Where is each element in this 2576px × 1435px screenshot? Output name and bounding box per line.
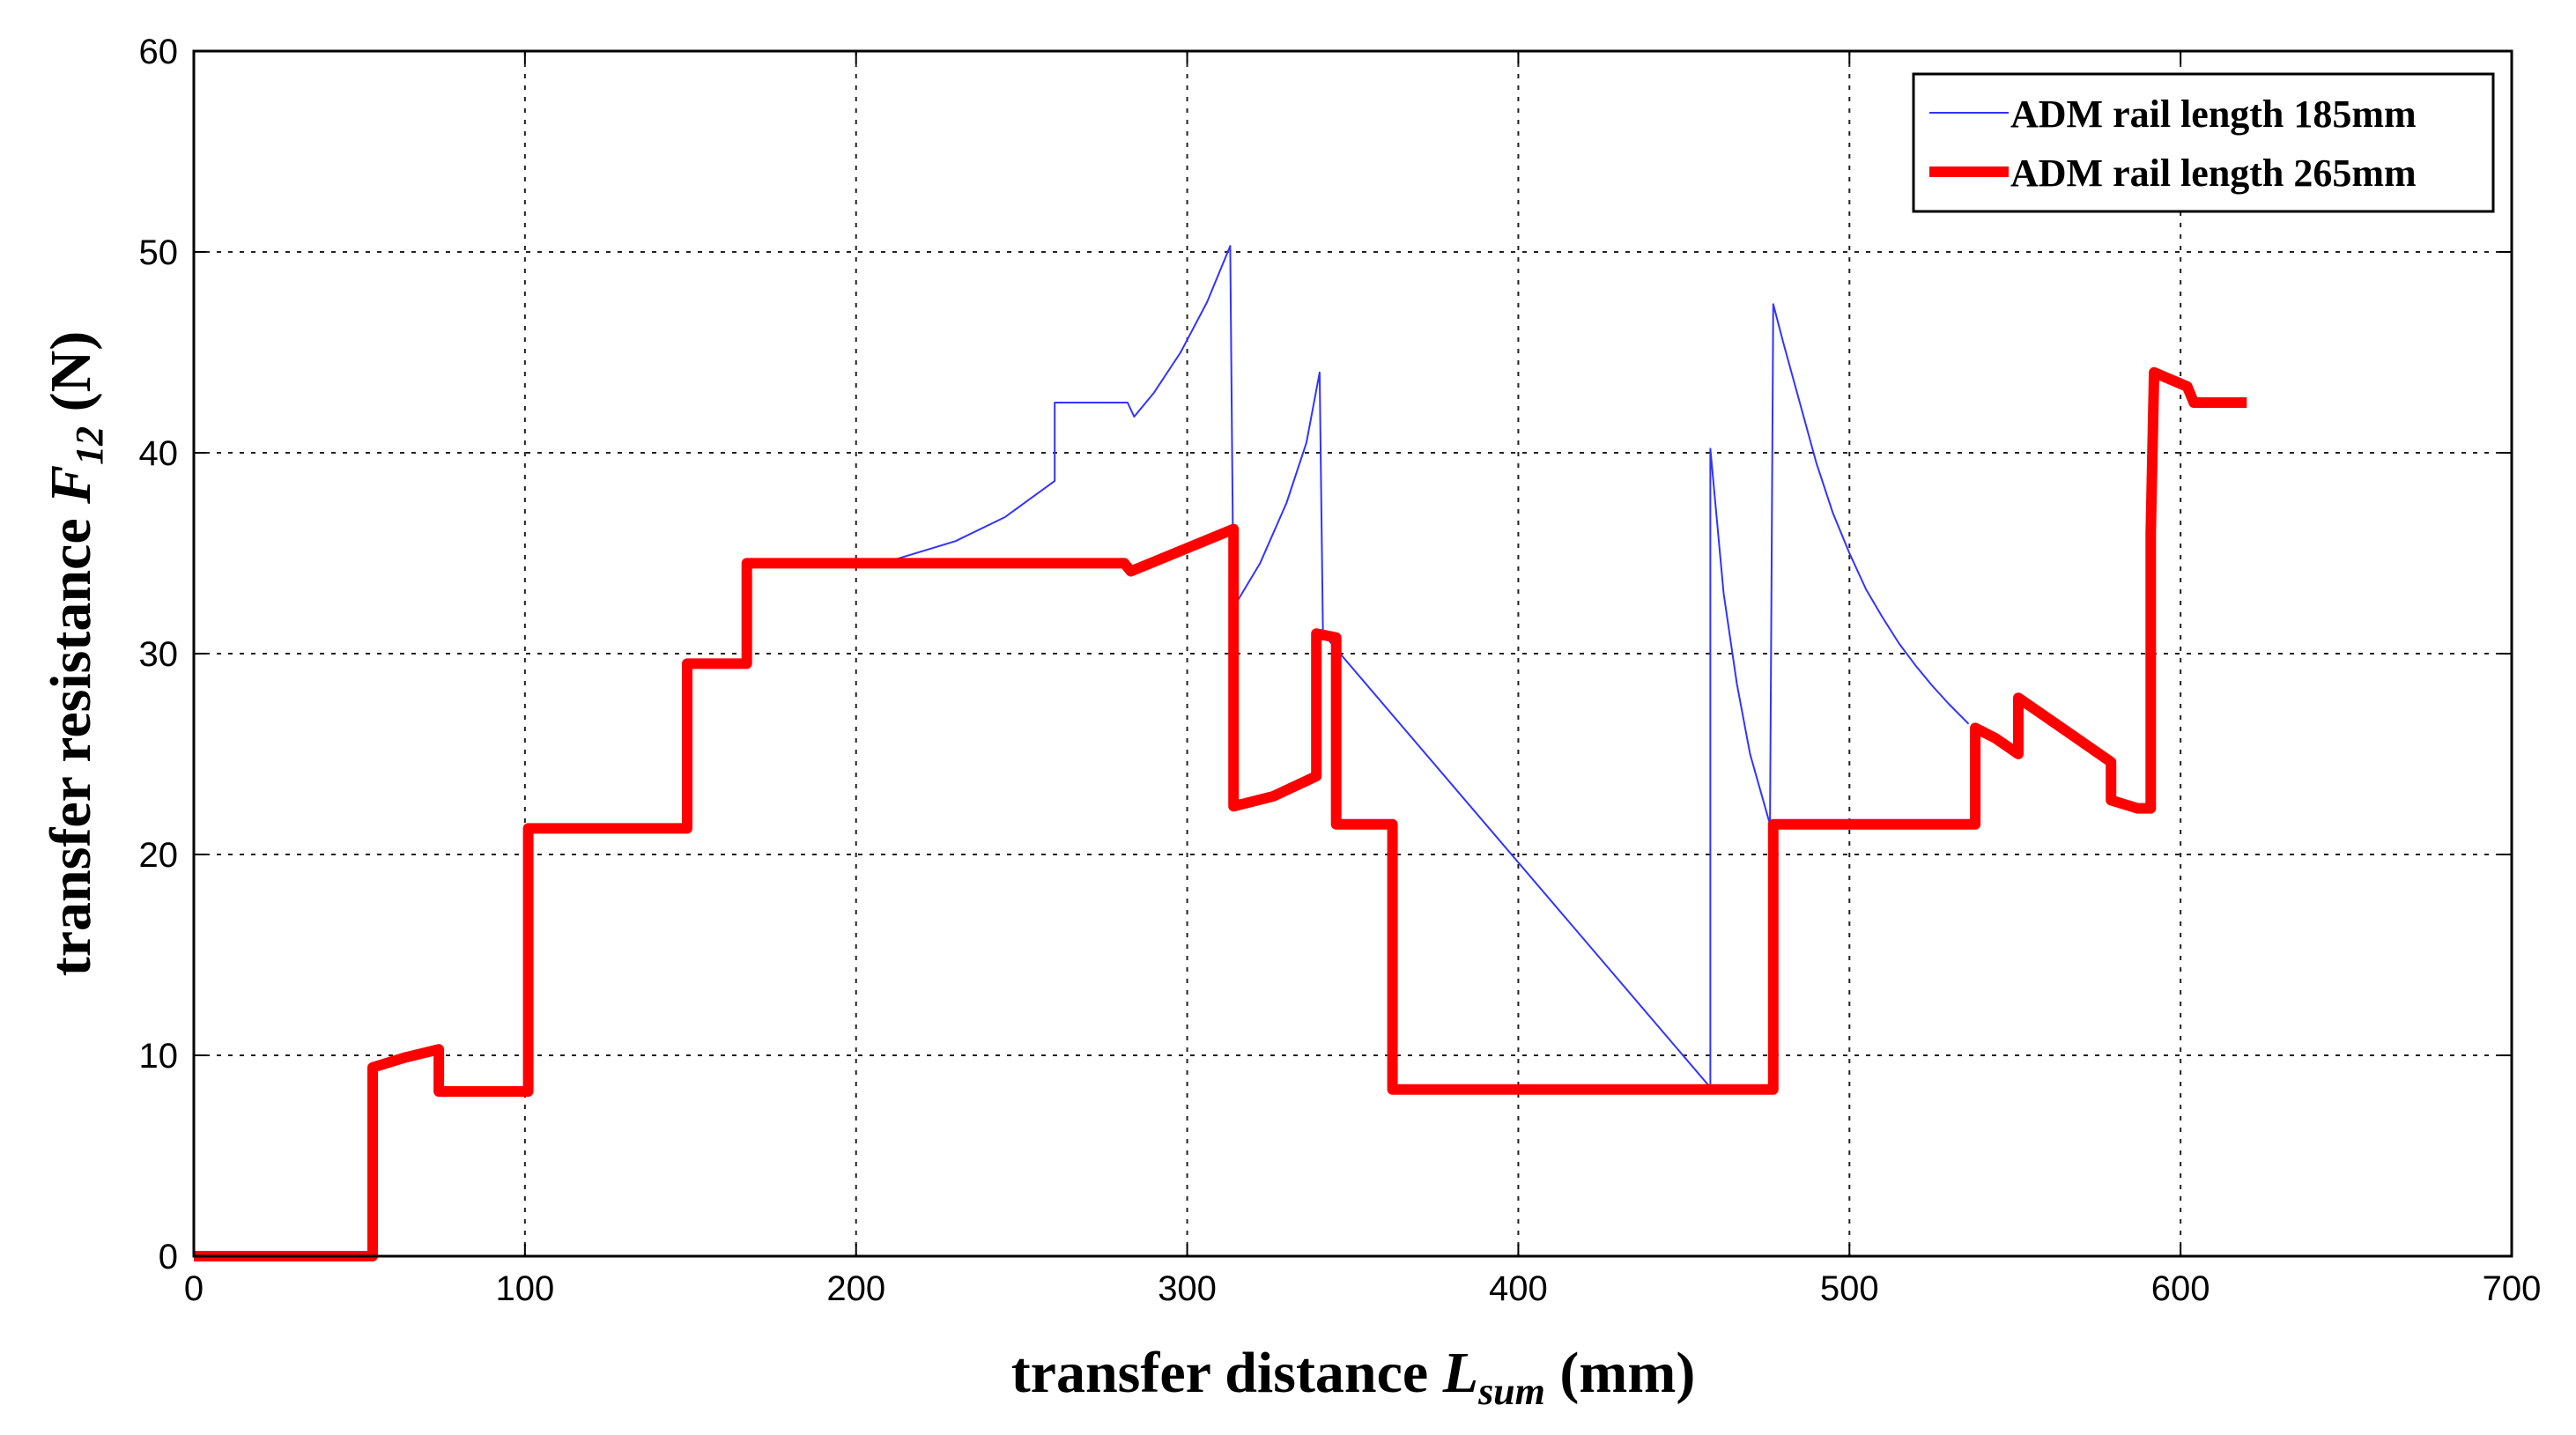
x-tick-label: 0 (184, 1269, 204, 1308)
y-axis-title-unit: (N) (39, 331, 103, 426)
x-axis-title-main: transfer distance (1011, 1341, 1443, 1405)
y-tick-label: 30 (139, 635, 179, 674)
legend: ADM rail length 185mm ADM rail length 26… (1912, 72, 2495, 213)
x-axis-title: transfer distance Lsum (mm) (1011, 1341, 1696, 1413)
series-line-185mm (895, 245, 1970, 1089)
x-axis-title-unit: (mm) (1545, 1341, 1695, 1405)
legend-box (1912, 72, 2495, 213)
y-tick-label: 20 (139, 836, 179, 875)
series-line-265mm (194, 366, 2247, 1261)
ticks: 0 100 200 300 400 500 600 700 0 10 20 30 40 50 60 (139, 33, 2542, 1308)
x-tick-label: 400 (1489, 1269, 1548, 1308)
y-tick-label: 0 (159, 1238, 178, 1276)
x-tick-label: 700 (2483, 1269, 2542, 1308)
x-tick-label: 100 (495, 1269, 554, 1308)
y-tick-label: 40 (139, 434, 179, 473)
x-tick-label: 200 (826, 1269, 885, 1308)
legend-label-185mm: ADM rail length 185mm (2010, 92, 2417, 136)
y-axis-title: transfer resistance F12 (N) (39, 331, 111, 977)
y-tick-label: 60 (139, 33, 179, 71)
y-axis-title-main: transfer resistance (39, 504, 103, 976)
grid (194, 51, 2512, 1256)
y-tick-label: 10 (139, 1037, 179, 1076)
x-axis-title-subscript: sum (1477, 1370, 1545, 1413)
y-axis-title-subscript: 12 (68, 426, 111, 465)
x-tick-label: 300 (1158, 1269, 1217, 1308)
x-tick-label: 500 (1820, 1269, 1879, 1308)
x-tick-label: 600 (2151, 1269, 2210, 1308)
legend-label-265mm: ADM rail length 265mm (2010, 152, 2417, 195)
x-axis-title-symbol: L (1442, 1341, 1478, 1405)
series-layer (194, 245, 2247, 1261)
y-axis-title-symbol: F (39, 465, 103, 505)
y-tick-label: 50 (139, 233, 179, 272)
